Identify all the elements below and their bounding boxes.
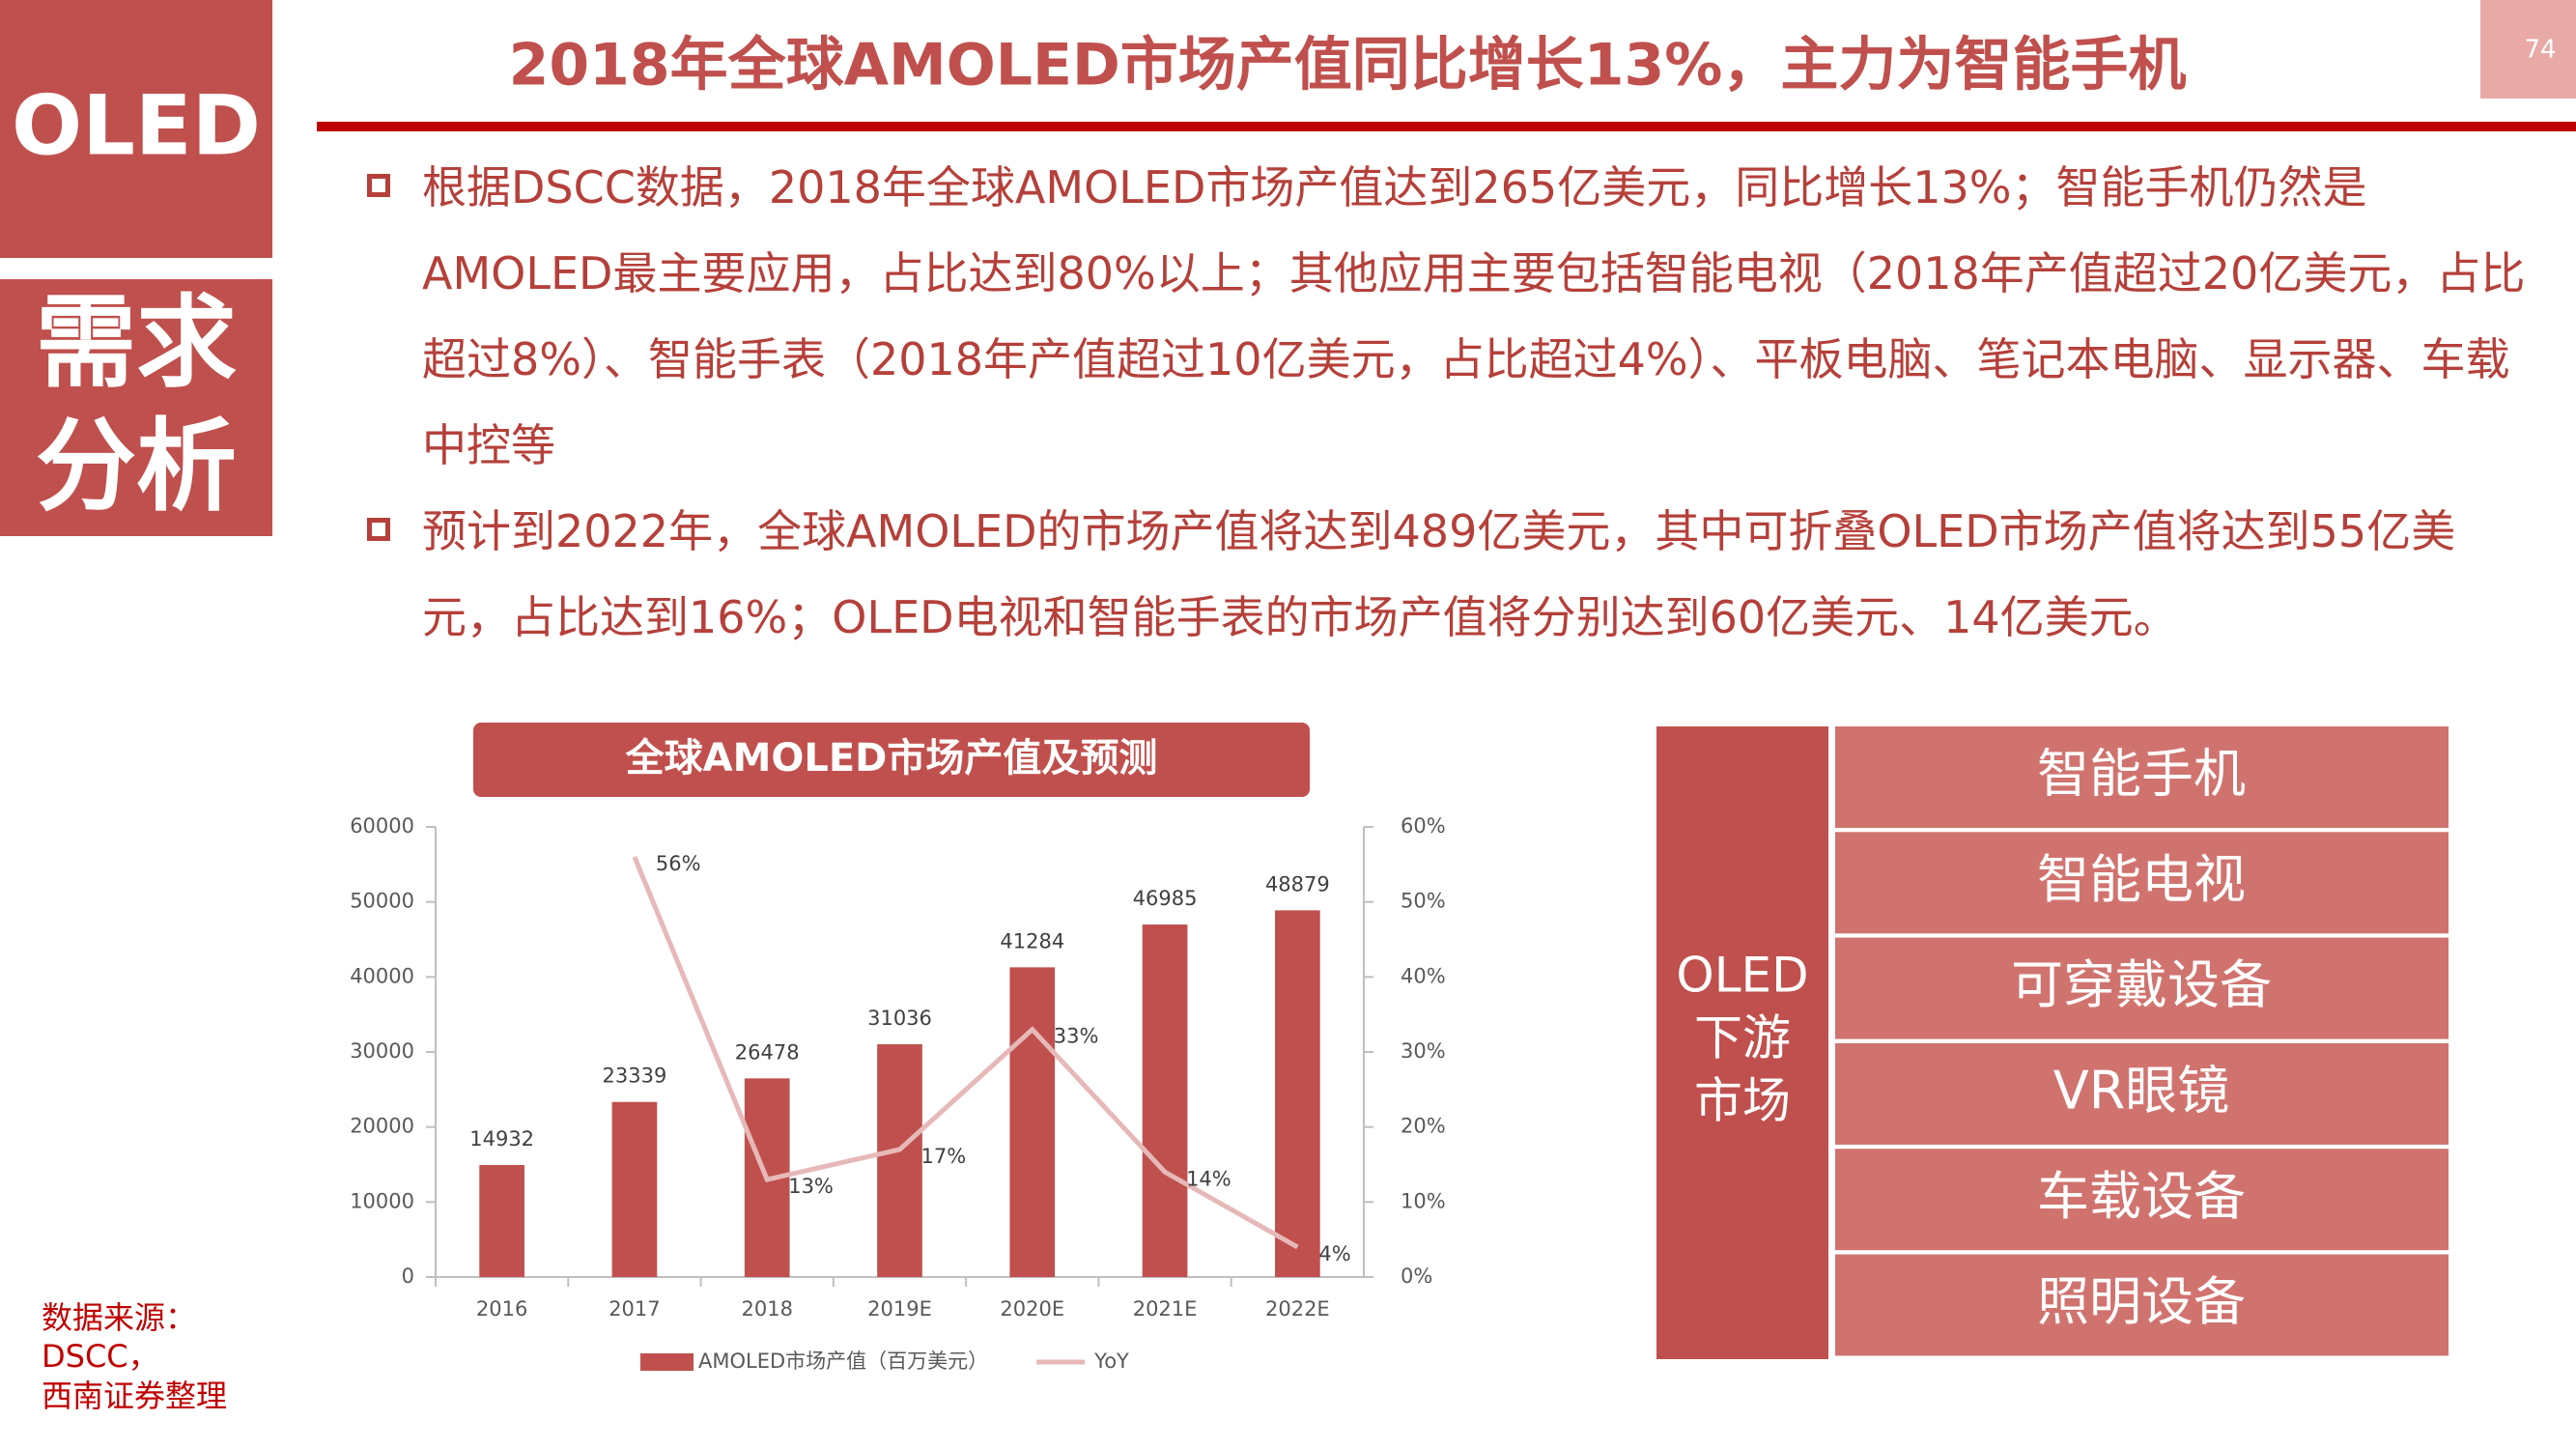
- market-item-box: [1835, 937, 2449, 1039]
- bar-value-label: 46985: [1133, 887, 1198, 910]
- legend-label: AMOLED市场产值（百万美元）: [698, 1350, 988, 1373]
- page-number-box: [2480, 0, 2576, 99]
- section: 分析: [36, 407, 237, 525]
- y2-tick-label: 0%: [1401, 1264, 1432, 1288]
- bar-value-label: 23339: [603, 1065, 667, 1088]
- market-item-box: [1835, 1149, 2449, 1251]
- section-box: [0, 279, 272, 536]
- x-tick-label: 2021E: [1133, 1297, 1198, 1321]
- bar-value-label: 26478: [735, 1040, 800, 1064]
- line: [632, 856, 1299, 1250]
- y2-tick-label: 40%: [1401, 964, 1446, 987]
- bar: [479, 1165, 524, 1277]
- market-item: 智能手机: [2037, 744, 2246, 805]
- x-tick-label: 2020E: [1000, 1297, 1064, 1321]
- title-rule: [317, 122, 2576, 131]
- y2-tick-label: 30%: [1401, 1039, 1446, 1063]
- bar-value-label: 14932: [469, 1127, 534, 1151]
- chart-title: 全球AMOLED市场产值及预测: [625, 736, 1158, 781]
- line-value-label: 13%: [788, 1175, 834, 1198]
- market-label-box: [1656, 726, 1828, 1359]
- page-number: 74: [2524, 36, 2556, 65]
- bullet-list: 根据DSCC数据，2018年全球AMOLED市场产值达到265亿美元，同比增长1…: [367, 145, 2531, 661]
- market-item: 车载设备: [2037, 1166, 2246, 1227]
- x-tick-label: 2022E: [1265, 1297, 1330, 1321]
- market-item-box: [1835, 1254, 2449, 1356]
- y-tick-label: 0: [402, 1264, 414, 1288]
- line-value-label: 33%: [1054, 1025, 1099, 1048]
- line-value-label: 56%: [656, 852, 701, 875]
- y-tick-label: 40000: [350, 964, 414, 987]
- market-label: 下游: [1694, 1010, 1791, 1066]
- market-item: 照明设备: [2037, 1271, 2246, 1332]
- market-label: 市场: [1694, 1073, 1791, 1129]
- x-tick-label: 2018: [741, 1297, 792, 1321]
- y-tick-label: 30000: [350, 1039, 414, 1063]
- y2-tick-label: 50%: [1401, 890, 1446, 913]
- bar: [1275, 910, 1320, 1277]
- y2-tick-label: 20%: [1401, 1115, 1446, 1138]
- y2-tick-label: 10%: [1401, 1189, 1446, 1212]
- source: 数据来源：: [42, 1299, 196, 1336]
- bullet: 预计到2022年，全球AMOLED的市场产值将达到489亿美元，其中可折叠OLE…: [367, 489, 2531, 661]
- line-value-label: 4%: [1318, 1242, 1350, 1265]
- bar-value-label: 48879: [1265, 872, 1330, 895]
- bar: [611, 1101, 658, 1277]
- legend-swatch: [640, 1353, 694, 1371]
- line-value-label: 14%: [1186, 1167, 1231, 1190]
- source: 西南证券整理: [42, 1378, 227, 1414]
- bar: [877, 1043, 922, 1277]
- bar: [1009, 967, 1056, 1277]
- market-item: VR眼镜: [2053, 1061, 2229, 1122]
- bar: [1142, 924, 1188, 1277]
- legend-label: YoY: [1093, 1350, 1129, 1373]
- tag-box: [0, 0, 272, 258]
- bar-value-label: 31036: [867, 1007, 932, 1030]
- tag: OLED: [12, 77, 261, 174]
- y-tick-label: 60000: [350, 814, 414, 838]
- y-tick-label: 20000: [350, 1115, 414, 1138]
- bar-value-label: 41284: [1000, 929, 1064, 952]
- market-item: 智能电视: [2037, 849, 2246, 910]
- x-tick-label: 2017: [609, 1297, 660, 1321]
- y-tick-label: 50000: [350, 890, 414, 913]
- y-tick-label: 10000: [350, 1189, 414, 1212]
- y2-tick-label: 60%: [1401, 814, 1446, 838]
- section: 需求: [36, 283, 237, 401]
- x-tick-label: 2016: [476, 1297, 527, 1321]
- market-label: OLED: [1676, 948, 1808, 1004]
- market-item-box: [1835, 832, 2449, 934]
- market-item-box: [1835, 1042, 2449, 1145]
- slide-title: 2018年全球AMOLED市场产值同比增长13%，主力为智能手机: [509, 32, 2187, 99]
- line-value-label: 17%: [921, 1145, 967, 1168]
- chart-title-banner: [473, 723, 1310, 797]
- bullet: 根据DSCC数据，2018年全球AMOLED市场产值达到265亿美元，同比增长1…: [367, 145, 2531, 489]
- market-item-box: [1835, 726, 2449, 828]
- source: DSCC，: [42, 1338, 159, 1375]
- x-tick-label: 2019E: [867, 1297, 932, 1321]
- market-item: 可穿戴设备: [2011, 954, 2272, 1015]
